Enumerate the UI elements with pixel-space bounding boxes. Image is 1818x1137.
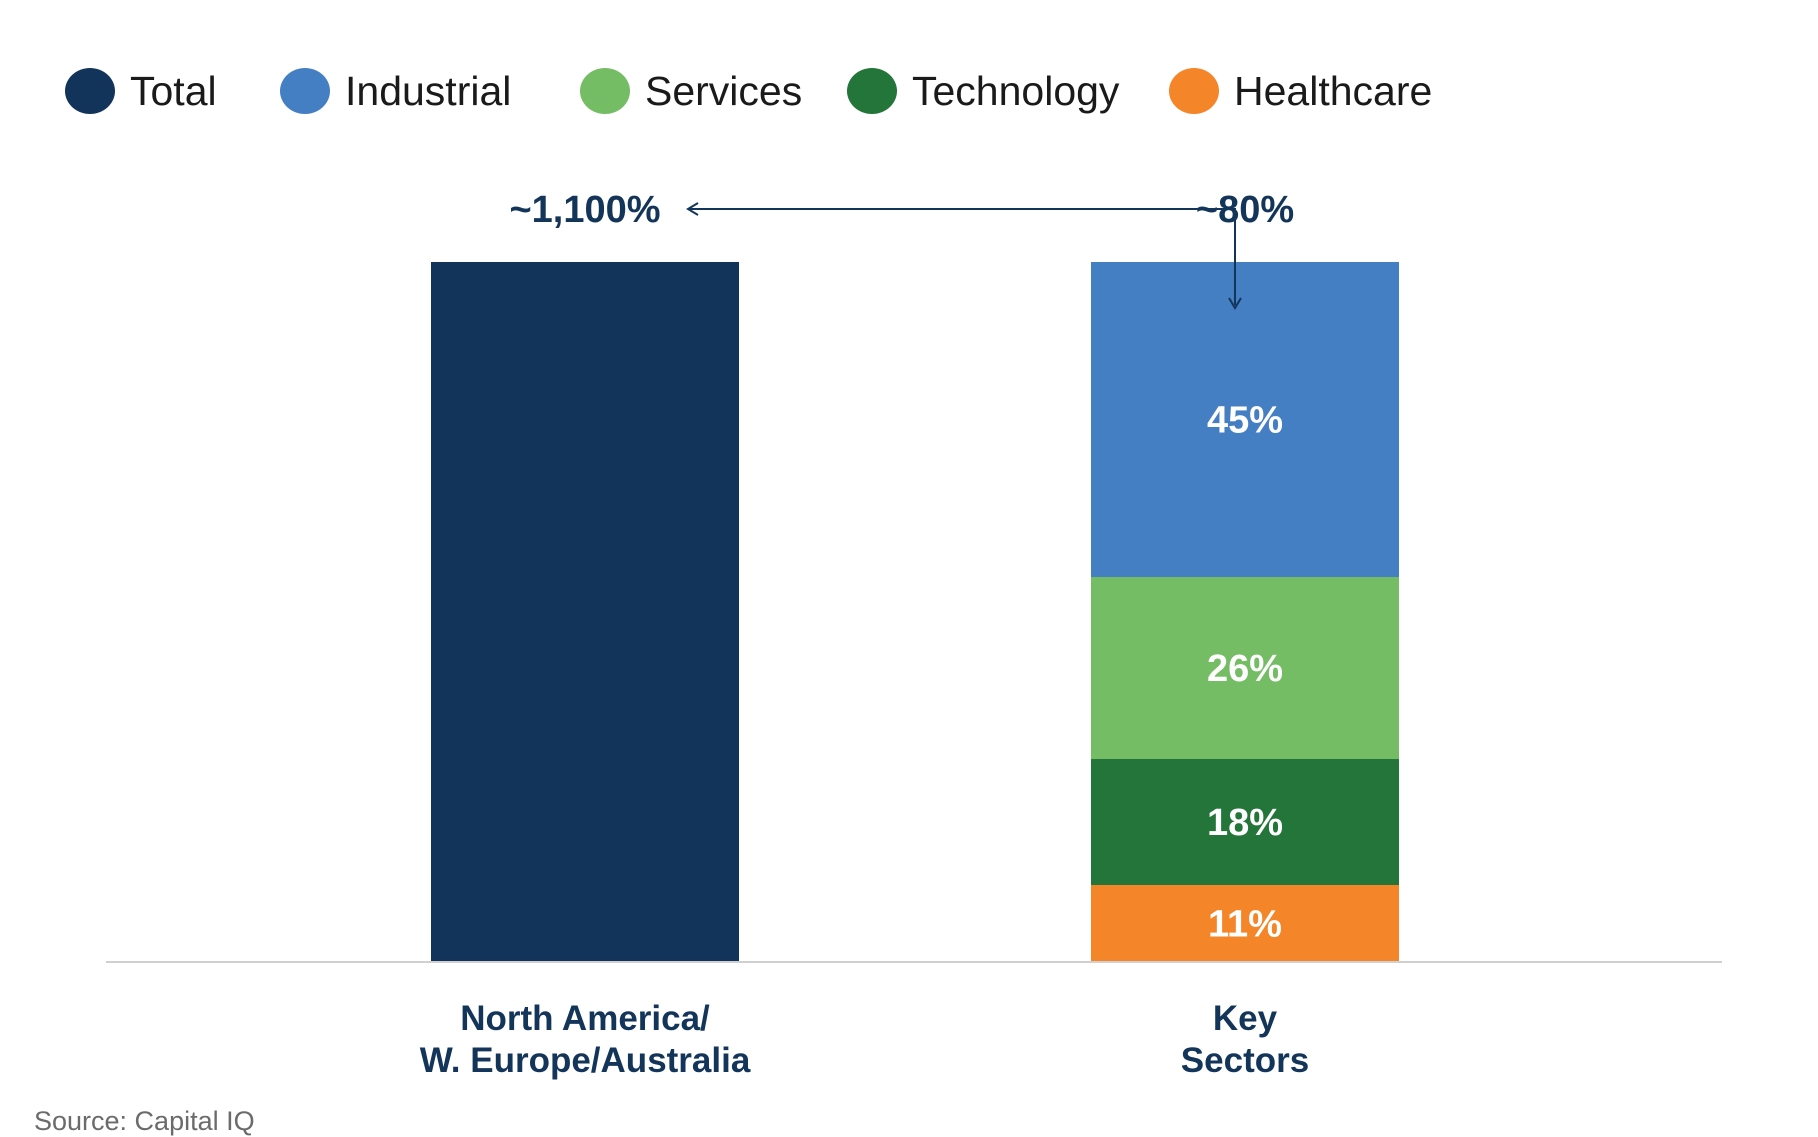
legend-label-healthcare: Healthcare xyxy=(1234,68,1432,114)
legend-label-industrial: Industrial xyxy=(345,68,511,114)
legend-swatch-technology xyxy=(847,68,897,114)
total-label-0: ~1,100% xyxy=(509,189,660,231)
source-note: Source: Capital IQ xyxy=(34,1106,255,1136)
legend-swatch-services xyxy=(580,68,630,114)
data-label-technology: 18% xyxy=(1207,802,1283,844)
bar-services-1 xyxy=(1091,577,1399,759)
total-label-1: ~80% xyxy=(1196,189,1294,231)
labels: 11% 18% 26% 45% ~1,100% North America/W. Euro… xyxy=(420,189,1310,1080)
bars xyxy=(431,262,1399,962)
bar-technology-1 xyxy=(1091,759,1399,885)
category-label-0-line2: W. Europe/Australia xyxy=(420,1041,751,1080)
data-label-healthcare: 11% xyxy=(1208,904,1282,946)
arrow-head-left xyxy=(686,202,699,216)
arrow-head-down xyxy=(1228,297,1242,310)
category-label-0-line1: North America/ xyxy=(460,999,710,1038)
legend: Total Industrial Services Technology Healthc… xyxy=(65,68,1432,114)
legend-label-total: Total xyxy=(130,68,217,114)
bar-total-0 xyxy=(431,262,739,962)
legend-label-technology: Technology xyxy=(912,68,1120,114)
bar-industrial-1 xyxy=(1091,262,1399,577)
legend-swatch-industrial xyxy=(280,68,330,114)
legend-label-services: Services xyxy=(645,68,802,114)
data-label-industrial: 45% xyxy=(1207,400,1283,442)
bar-healthcare-1 xyxy=(1091,885,1399,962)
arrow-line xyxy=(690,208,1236,305)
annotation-arrow xyxy=(686,202,1242,310)
legend-swatch-healthcare xyxy=(1169,68,1219,114)
category-label-1-line1: Key xyxy=(1213,999,1278,1038)
data-label-services: 26% xyxy=(1207,648,1283,690)
category-label-1-line2: Sectors xyxy=(1181,1041,1309,1080)
legend-swatch-total xyxy=(65,68,115,114)
